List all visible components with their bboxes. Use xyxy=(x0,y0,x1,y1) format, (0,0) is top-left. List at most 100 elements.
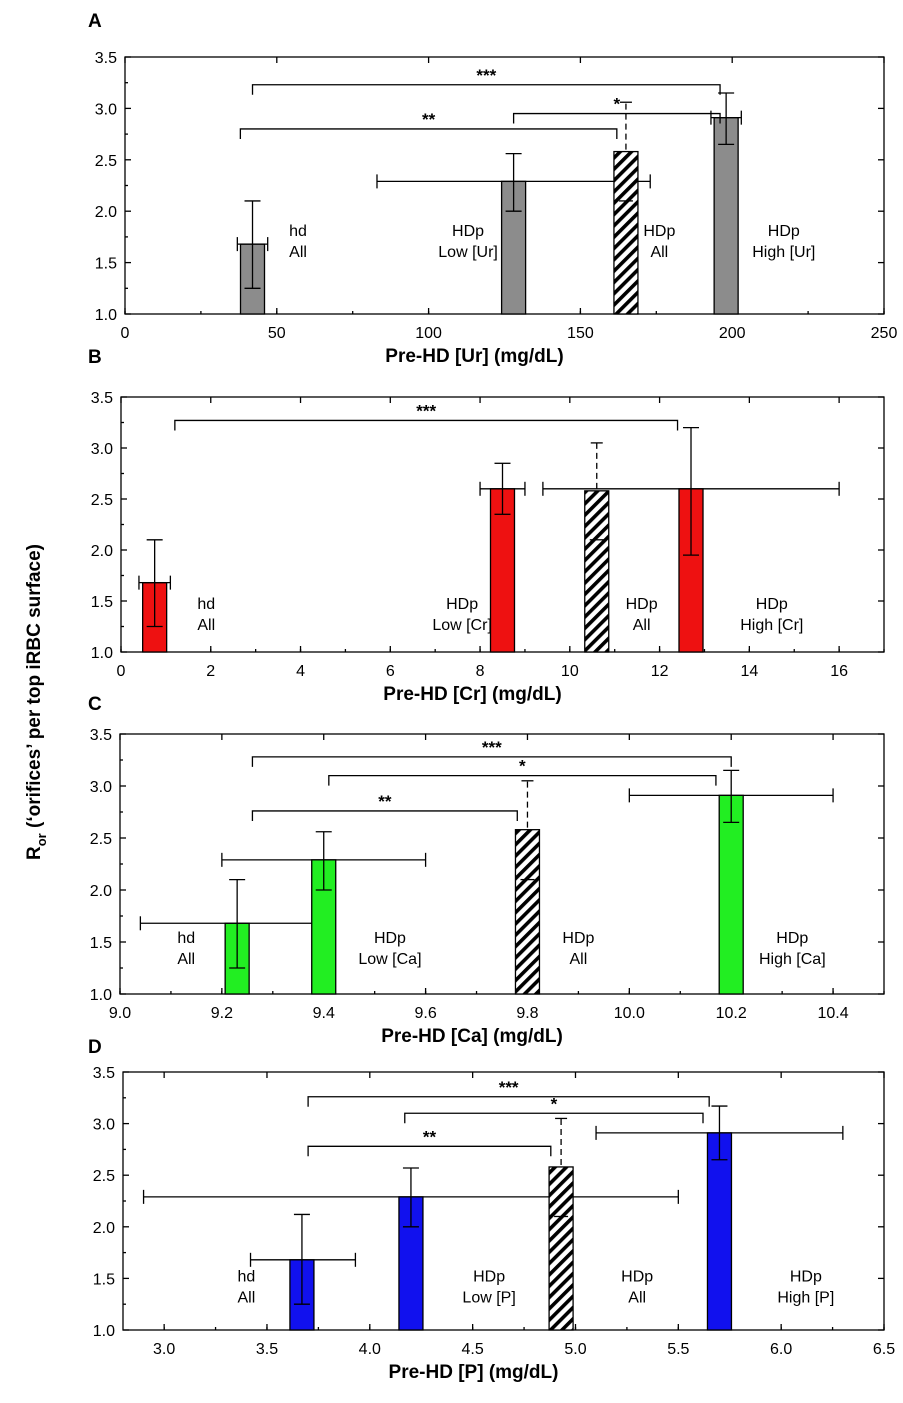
panel-letter: B xyxy=(88,347,102,368)
x-tick-label: 4 xyxy=(296,663,305,680)
group-label: HDp xyxy=(562,930,594,947)
x-tick-label: 9.8 xyxy=(516,1005,538,1022)
y-tick-label: 2.0 xyxy=(95,204,117,221)
x-tick-label: 10 xyxy=(561,663,579,680)
group-label: HDp xyxy=(374,930,406,947)
group-label: HDp xyxy=(768,223,800,240)
y-tick-label: 1.5 xyxy=(93,1271,115,1288)
group-label: HDp xyxy=(643,223,675,240)
y-tick-label: 1.5 xyxy=(95,256,117,273)
group-label: Low [Cr] xyxy=(432,617,492,634)
group-label: HDp xyxy=(446,596,478,613)
x-axis-label: Pre-HD [Ca] (mg/dL) xyxy=(381,1026,563,1047)
bar xyxy=(613,150,639,315)
group-label: hd xyxy=(289,223,307,240)
x-tick-label: 14 xyxy=(740,663,758,680)
group-label: High [Cr] xyxy=(740,617,803,634)
y-axis-label-main: R xyxy=(24,846,45,860)
significance-bracket xyxy=(251,810,518,821)
y-tick-label: 2.0 xyxy=(91,543,113,560)
group-label: HDp xyxy=(776,930,808,947)
significance-bracket xyxy=(307,1096,710,1107)
panels: A1.01.52.02.53.03.50 50 100 150 200 250Pre-HD… xyxy=(88,11,897,1383)
significance-label: *** xyxy=(476,66,496,85)
group-label: High [Ca] xyxy=(759,951,826,968)
x-tick-label: 150 xyxy=(567,325,594,342)
x-tick-label: 50 xyxy=(268,325,286,342)
significance-bracket xyxy=(404,1112,704,1124)
y-tick-label: 1.5 xyxy=(90,935,112,952)
x-tick-label: 5.0 xyxy=(564,1341,586,1358)
bar xyxy=(713,117,739,315)
x-tick-label: 100 xyxy=(415,325,442,342)
x-tick-label: 250 xyxy=(871,325,898,342)
y-tick-label: 3.0 xyxy=(90,779,112,796)
x-tick-label: 9.6 xyxy=(414,1005,436,1022)
significance-bracket xyxy=(174,419,679,431)
y-tick-label: 3.5 xyxy=(93,1065,115,1082)
group-label: hd xyxy=(197,596,215,613)
bar xyxy=(514,829,541,995)
y-tick-label: 3.0 xyxy=(93,1117,115,1134)
y-tick-label: 1.0 xyxy=(93,1323,115,1340)
significance-bracket xyxy=(512,112,721,124)
group-label: HDp xyxy=(790,1269,822,1286)
group-label: All xyxy=(197,617,215,634)
x-tick-label: 4.5 xyxy=(462,1341,484,1358)
x-tick-label: 9.2 xyxy=(211,1005,233,1022)
significance-label: * xyxy=(614,95,621,114)
group-label: HDp xyxy=(756,596,788,613)
y-tick-label: 2.5 xyxy=(95,153,117,170)
x-tick-label: 9.4 xyxy=(313,1005,335,1022)
y-tick-label: 3.0 xyxy=(91,441,113,458)
bar xyxy=(706,1132,733,1331)
bar xyxy=(489,488,516,653)
x-axis-label: Pre-HD [Cr] (mg/dL) xyxy=(383,684,561,705)
y-tick-label: 2.0 xyxy=(93,1220,115,1237)
group-label: All xyxy=(633,617,651,634)
x-tick-label: 5.5 xyxy=(667,1341,689,1358)
group-label: All xyxy=(238,1290,256,1307)
y-tick-label: 2.0 xyxy=(90,883,112,900)
x-tick-label: 12 xyxy=(651,663,669,680)
group-label: HDp xyxy=(452,223,484,240)
significance-bracket xyxy=(307,1145,552,1157)
panel-letter: D xyxy=(88,1037,102,1058)
bar xyxy=(718,794,744,995)
y-tick-label: 2.5 xyxy=(91,492,113,509)
x-tick-label: 200 xyxy=(719,325,746,342)
group-label: Low [Ur] xyxy=(438,244,498,261)
x-axis-label: Pre-HD [P] (mg/dL) xyxy=(389,1362,559,1383)
y-tick-label: 3.0 xyxy=(95,101,117,118)
y-tick-label: 1.0 xyxy=(90,987,112,1004)
significance-label: *** xyxy=(416,401,436,420)
bar xyxy=(584,490,610,653)
group-label: All xyxy=(177,951,195,968)
x-tick-label: 16 xyxy=(830,663,848,680)
significance-label: ** xyxy=(378,792,392,811)
group-label: High [P] xyxy=(777,1290,834,1307)
group-label: All xyxy=(289,244,307,261)
x-tick-label: 6 xyxy=(386,663,395,680)
group-label: High [Ur] xyxy=(752,244,815,261)
significance-bracket xyxy=(251,756,732,767)
group-label: All xyxy=(628,1290,646,1307)
group-label: Low [Ca] xyxy=(358,951,421,968)
x-tick-label: 6.0 xyxy=(770,1341,792,1358)
y-tick-label: 3.5 xyxy=(91,390,113,407)
significance-label: ** xyxy=(422,110,436,129)
group-label: HDp xyxy=(621,1269,653,1286)
x-tick-label: 8 xyxy=(476,663,485,680)
significance-bracket xyxy=(251,84,721,95)
y-tick-label: 2.5 xyxy=(90,831,112,848)
group-label: hd xyxy=(177,930,195,947)
y-axis-label-sub: or xyxy=(34,833,49,846)
panel-a: A 1.0 1.5 2.0 2.5 3.0 3.5 0 50 100 150 200 250 Pre-HD… xyxy=(88,11,897,367)
y-axis-label-rest: (‘orifices’ per top iRBC surface) xyxy=(24,544,45,833)
significance-label: * xyxy=(551,1094,558,1113)
significance-label: * xyxy=(519,757,526,776)
panel-b: B 1.0 1.5 2.0 2.5 3.0 3.5 0 2 4 6 8 10 12 14 16 Pre-HD [… xyxy=(88,347,885,705)
x-tick-label: 3.5 xyxy=(256,1341,278,1358)
x-tick-label: 0 xyxy=(121,325,130,342)
